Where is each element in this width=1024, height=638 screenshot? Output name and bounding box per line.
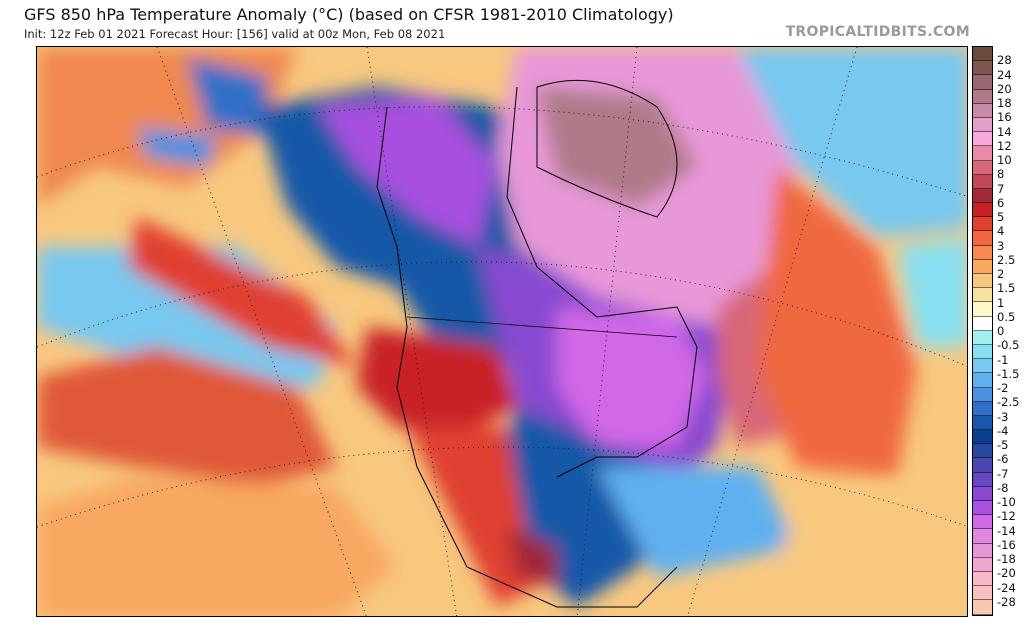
colorbar-label: 3 [997,238,1005,253]
colorbar-bin [973,47,992,62]
colorbar-label: -10 [997,495,1016,509]
colorbar-bin [973,515,992,530]
colorbar-label: -3 [997,409,1009,424]
colorbar-bin [973,61,992,76]
colorbar-label: 28 [997,53,1012,68]
colorbar-bin [973,600,992,615]
forecast-info: Init: 12z Feb 01 2021 Forecast Hour: [15… [24,27,446,41]
colorbar-label: -28 [997,594,1016,609]
colorbar-label: 1 [997,295,1005,310]
colorbar-label: 14 [997,124,1012,139]
colorbar-bin [973,288,992,303]
colorbar-bin [973,344,992,360]
colorbar-bin [973,586,992,601]
colorbar-bin [973,444,992,459]
colorbar-label: 0.5 [997,309,1016,324]
colorbar-bin [973,259,992,274]
colorbar-bin [973,571,992,587]
colorbar-label: -1.5 [997,366,1020,381]
colorbar-bin [973,231,992,246]
colorbar-bin [973,472,992,487]
colorbar-bin [973,146,992,161]
temperature-anomaly-map [36,46,968,617]
colorbar-label: -6 [997,452,1009,467]
colorbar-label: -16 [997,537,1016,552]
colorbar-bin [973,415,992,431]
colorbar-bin [973,75,992,90]
colorbar-label: -2.5 [997,395,1020,410]
colorbar [972,46,993,616]
colorbar-bin [973,117,992,133]
colorbar-bin [973,501,992,516]
colorbar-bin [973,188,992,204]
colorbar-bin [973,359,992,374]
colorbar-label: -5 [997,438,1009,452]
colorbar-label: -0.5 [997,338,1020,353]
colorbar-bin [973,302,992,317]
colorbar-bin [973,387,992,402]
colorbar-bin [973,89,992,104]
colorbar-bin [973,486,992,501]
colorbar-label: -1 [997,352,1009,367]
colorbar-label: -7 [997,466,1009,481]
colorbar-label: 16 [997,110,1012,125]
colorbar-bin [973,203,992,218]
colorbar-label: 24 [997,67,1012,82]
colorbar-label: 2 [997,267,1005,281]
colorbar-bin [973,274,992,289]
colorbar-bin [973,430,992,445]
colorbar-label: -20 [997,566,1016,581]
colorbar-bin [973,217,992,232]
brand-watermark: TROPICALTIDBITS.COM [785,24,970,40]
colorbar-label: 4 [997,224,1005,239]
colorbar-bin [973,543,992,558]
colorbar-bin [973,132,992,147]
colorbar-bin [973,174,992,189]
colorbar-label: -12 [997,509,1016,524]
colorbar-label: -18 [997,552,1016,566]
colorbar-bin [973,103,992,118]
colorbar-bin [973,160,992,175]
colorbar-bin [973,316,992,331]
colorbar-label: -24 [997,580,1016,595]
map-title: GFS 850 hPa Temperature Anomaly (°C) (ba… [24,5,674,24]
colorbar-label: 8 [997,167,1005,182]
colorbar-label: 1.5 [997,281,1016,296]
colorbar-label: -4 [997,423,1009,438]
colorbar-label: 2.5 [997,252,1016,267]
colorbar-label: 20 [997,81,1012,96]
colorbar-bin [973,529,992,544]
colorbar-label: 0 [997,324,1005,338]
colorbar-bin [973,557,992,572]
colorbar-label: 12 [997,138,1012,153]
colorbar-label: 5 [997,210,1005,224]
colorbar-bin [973,373,992,388]
colorbar-label: 10 [997,153,1012,167]
colorbar-bin [973,458,992,473]
colorbar-label: -8 [997,480,1009,495]
colorbar-label: 7 [997,181,1005,196]
colorbar-label: 6 [997,195,1005,210]
colorbar-bin [973,401,992,416]
colorbar-label: -2 [997,381,1009,395]
colorbar-label: 18 [997,96,1012,110]
colorbar-bin [973,245,992,260]
colorbar-label: -14 [997,523,1016,538]
colorbar-bin [973,330,992,345]
